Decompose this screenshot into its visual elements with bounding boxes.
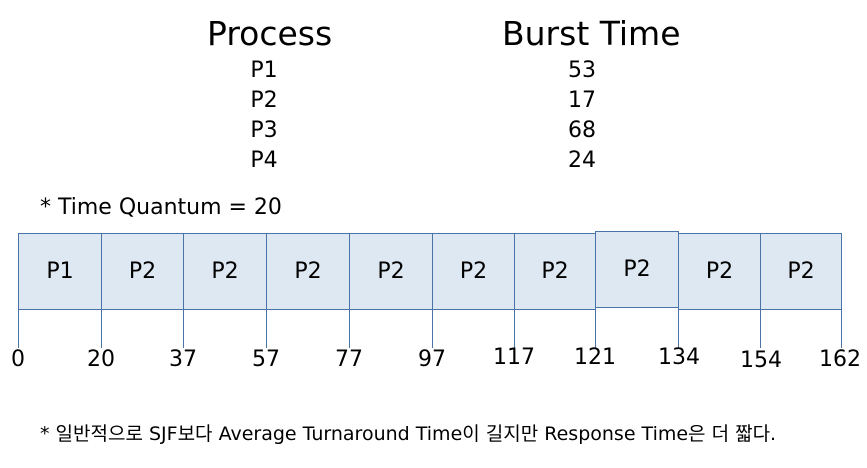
gantt-block: P2 (760, 233, 842, 310)
time-tick (514, 310, 515, 348)
gantt-block: P2 (266, 233, 350, 310)
time-label: 97 (418, 347, 446, 372)
gantt-block: P2 (101, 233, 184, 310)
burst-time-value: 17 (568, 88, 596, 113)
time-tick (18, 310, 19, 348)
gantt-block: P2 (514, 233, 596, 310)
time-label: 20 (87, 347, 115, 372)
process-name: P4 (250, 148, 278, 173)
time-tick (349, 310, 350, 348)
gantt-block: P2 (595, 231, 679, 308)
time-tick (266, 310, 267, 348)
time-tick (760, 310, 761, 348)
time-label: 162 (819, 347, 861, 372)
time-tick (101, 310, 102, 348)
time-label: 77 (335, 347, 363, 372)
burst-time-value: 24 (568, 148, 596, 173)
gantt-block: P2 (349, 233, 433, 310)
time-label: 37 (169, 347, 197, 372)
time-label: 57 (252, 347, 280, 372)
time-tick (841, 310, 842, 348)
gantt-chart: P1 P2 P2 P2 P2 P2 P2 P2 P2 P2 (18, 231, 842, 310)
process-name: P3 (250, 118, 278, 143)
gantt-block: P2 (678, 233, 761, 310)
time-tick (678, 310, 679, 348)
burst-time-value: 53 (568, 58, 596, 83)
time-tick (595, 310, 596, 348)
burst-time-column: 53 17 68 24 (556, 56, 608, 176)
process-name: P1 (250, 58, 278, 83)
gantt-block: P1 (18, 233, 102, 310)
time-tick (183, 310, 184, 348)
time-label: 117 (493, 345, 535, 370)
process-column: P1 P2 P3 P4 (236, 56, 292, 176)
burst-time-value: 68 (568, 118, 596, 143)
time-label: 0 (11, 347, 25, 372)
gantt-block: P2 (183, 233, 267, 310)
process-header: Process (207, 14, 333, 53)
burst-time-header: Burst Time (502, 14, 681, 53)
process-name: P2 (250, 88, 278, 113)
time-label: 121 (574, 345, 616, 370)
gantt-block: P2 (432, 233, 515, 310)
time-label: 134 (658, 345, 700, 370)
time-tick (432, 310, 433, 348)
time-quantum-label: * Time Quantum = 20 (40, 195, 282, 220)
time-label: 154 (740, 348, 782, 373)
comparison-note: * 일반적으로 SJF보다 Average Turnaround Time이 길… (40, 423, 777, 445)
